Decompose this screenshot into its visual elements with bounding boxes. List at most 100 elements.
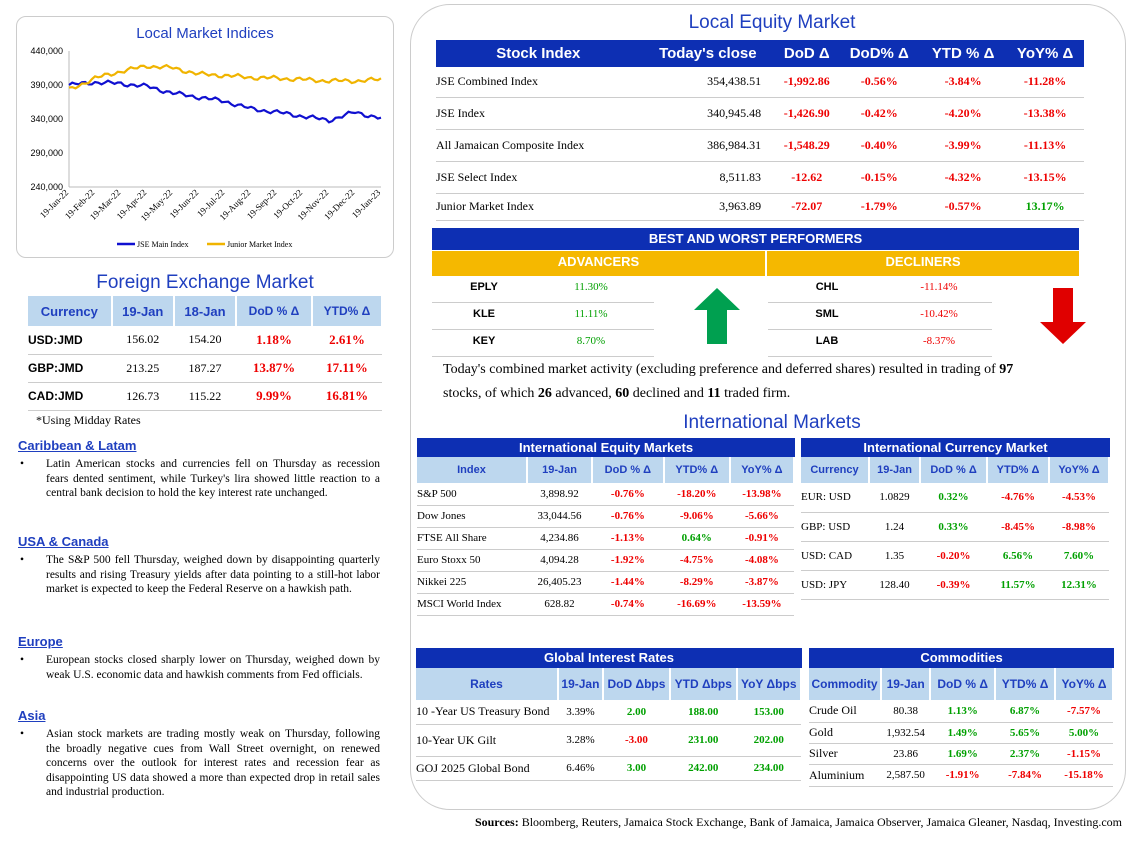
intl-currency-row: USD: JPY 128.40 -0.39% 11.57% 12.31% <box>801 570 1109 599</box>
commodities-cell: -7.57% <box>1067 704 1101 717</box>
intl-currency-cell: 6.56% <box>1002 549 1034 562</box>
commodities-cell: -1.91% <box>945 769 980 781</box>
fx-row: CAD:JMD 126.73 115.22 9.99% 16.81% <box>28 382 382 410</box>
equity-cell: -4.32% <box>944 169 982 184</box>
fx-cell: 9.99% <box>256 388 292 403</box>
legend-label: JSE Main Index <box>137 240 189 249</box>
rates-cell: 3.39% <box>566 705 595 718</box>
intl-equity-cell: -0.76% <box>610 487 645 500</box>
rates-cell: 3.00 <box>626 762 647 774</box>
rates-cell: 2.00 <box>626 705 647 718</box>
intl-equity-cell: -18.20% <box>677 487 717 500</box>
equity-cell: -4.20% <box>944 105 982 120</box>
commodities-cell: Silver <box>809 746 838 760</box>
decliner-row: LAB -8.37% <box>768 330 992 357</box>
equity-cell: -1,426.90 <box>783 105 830 120</box>
news-heading[interactable]: Europe <box>18 634 63 649</box>
intl-currency-cell: 12.31% <box>1061 578 1097 591</box>
intl-equity-header: 19-Jan <box>527 457 594 483</box>
commodities-cell: Gold <box>809 725 833 739</box>
rates-row: 10-Year UK Gilt 3.28% -3.00 231.00 202.00 <box>416 724 801 756</box>
intl-equity-cell: FTSE All Share <box>417 532 487 544</box>
intl-equity-table: Index 19-Jan DoD % Δ YTD% Δ YoY% Δ S&P 500 3,8… <box>417 457 796 616</box>
intl-currency-cell: EUR: USD <box>801 491 851 504</box>
equity-cell: 386,984.31 <box>707 137 762 152</box>
intl-currency-cell: -4.53% <box>1062 491 1096 504</box>
equity-cell: Junior Market Index <box>436 199 534 213</box>
fx-table: Currency 19-Jan 18-Jan DoD % Δ YTD% Δ USD:JMD… <box>28 296 384 411</box>
equity-cell: -11.28% <box>1023 74 1067 89</box>
ticker: KEY <box>472 335 496 347</box>
commodities-title: Commodities <box>809 648 1114 668</box>
equity-cell: -13.38% <box>1023 105 1067 120</box>
intl-equity-cell: 4,234.86 <box>540 532 579 544</box>
fx-cell: 1.18% <box>256 331 292 347</box>
commodities-cell: 23.86 <box>893 747 919 760</box>
fx-header: DoD % Δ <box>236 296 313 326</box>
intl-equity-header: DoD % Δ <box>592 457 665 483</box>
intl-equity-cell: 33,044.56 <box>537 510 582 522</box>
summary-text: declined and <box>629 386 708 401</box>
intl-currency-cell: -8.98% <box>1062 520 1096 533</box>
legend-label: Junior Market Index <box>227 240 292 249</box>
equity-cell: -0.40% <box>860 137 898 152</box>
rates-cell: 153.00 <box>753 705 784 718</box>
rates-header: YoY Δbps <box>736 668 803 700</box>
commodities-header: Commodity <box>809 668 882 700</box>
intl-currency-cell: -0.39% <box>936 578 971 591</box>
intl-currency-cell: 1.35 <box>884 549 905 562</box>
y-tick-label: 440,000 <box>30 46 63 56</box>
equity-cell: 13.17% <box>1025 199 1065 213</box>
summary-total: 97 <box>999 362 1014 377</box>
intl-equity-cell: 3,898.92 <box>540 487 579 500</box>
rates-header: 19-Jan <box>558 668 604 700</box>
news-heading[interactable]: USA & Canada <box>18 534 109 549</box>
news-heading[interactable]: Caribbean & Latam <box>18 438 137 453</box>
intl-currency-cell: 1.0829 <box>879 491 910 504</box>
fx-header: 18-Jan <box>173 296 238 326</box>
fx-cell: 115.22 <box>188 388 222 403</box>
commodities-header: YoY% Δ <box>1054 668 1115 700</box>
intl-currency-cell: 0.32% <box>938 491 969 504</box>
summary-text: stocks, of which <box>443 386 538 401</box>
fx-cell: 156.02 <box>126 332 160 347</box>
intl-equity-cell: S&P 500 <box>417 487 457 500</box>
intl-currency-table: Currency 19-Jan DoD % Δ YTD% Δ YoY% Δ EUR: US… <box>801 457 1110 600</box>
intl-equity-header: Index <box>417 457 528 483</box>
intl-equity-cell: MSCI World Index <box>417 598 502 610</box>
fx-cell: 13.87% <box>252 360 296 375</box>
intl-equity-row: Dow Jones 33,044.56 -0.76% -9.06% -5.66% <box>417 505 794 527</box>
ticker: EPLY <box>470 281 498 293</box>
intl-equity-cell: -13.98% <box>742 487 782 500</box>
news-heading[interactable]: Asia <box>18 708 46 723</box>
intl-equity-cell: -0.91% <box>744 532 779 544</box>
equity-header: YTD % Δ <box>920 40 1007 67</box>
equity-cell: -1,548.29 <box>783 137 830 152</box>
commodities-row: Aluminium 2,587.50 -1.91% -7.84% -15.18% <box>809 764 1113 786</box>
commodities-cell: 5.65% <box>1009 726 1041 739</box>
rates-cell: 234.00 <box>753 762 784 774</box>
equity-cell: -13.15% <box>1023 169 1067 184</box>
x-tick-label: 19-Jun-22 <box>168 187 201 220</box>
fx-cell: 2.61% <box>329 331 365 347</box>
intl-equity-cell: Dow Jones <box>417 510 466 522</box>
intl-currency-cell: 7.60% <box>1063 549 1095 562</box>
equity-cell: 354,438.51 <box>707 74 762 89</box>
intl-equity-title: International Equity Markets <box>417 438 795 457</box>
decliner-row: SML -10.42% <box>768 303 992 330</box>
news-item: USA & Canada The S&P 500 fell Thursday, w… <box>18 534 380 597</box>
advancers-header: ADVANCERS <box>432 251 765 276</box>
equity-cell: -1,992.86 <box>783 74 830 89</box>
intl-currency-row: EUR: USD 1.0829 0.32% -4.76% -4.53% <box>801 483 1109 512</box>
fx-cell: 126.73 <box>126 388 160 403</box>
intl-equity-cell: -4.75% <box>679 554 714 566</box>
intl-equity-header: YoY% Δ <box>729 457 796 483</box>
commodities-cell: 2,587.50 <box>886 769 925 781</box>
bullet-icon: • <box>20 728 25 740</box>
performers-title: BEST AND WORST PERFORMERS <box>432 228 1079 250</box>
intl-equity-cell: -1.13% <box>610 532 645 544</box>
x-tick-label: 19-Jan-23 <box>350 187 383 220</box>
y-tick-label: 390,000 <box>30 80 63 90</box>
equity-cell: -12.62 <box>791 169 823 184</box>
fx-row: GBP:JMD 213.25 187.27 13.87% 17.11% <box>28 354 382 382</box>
